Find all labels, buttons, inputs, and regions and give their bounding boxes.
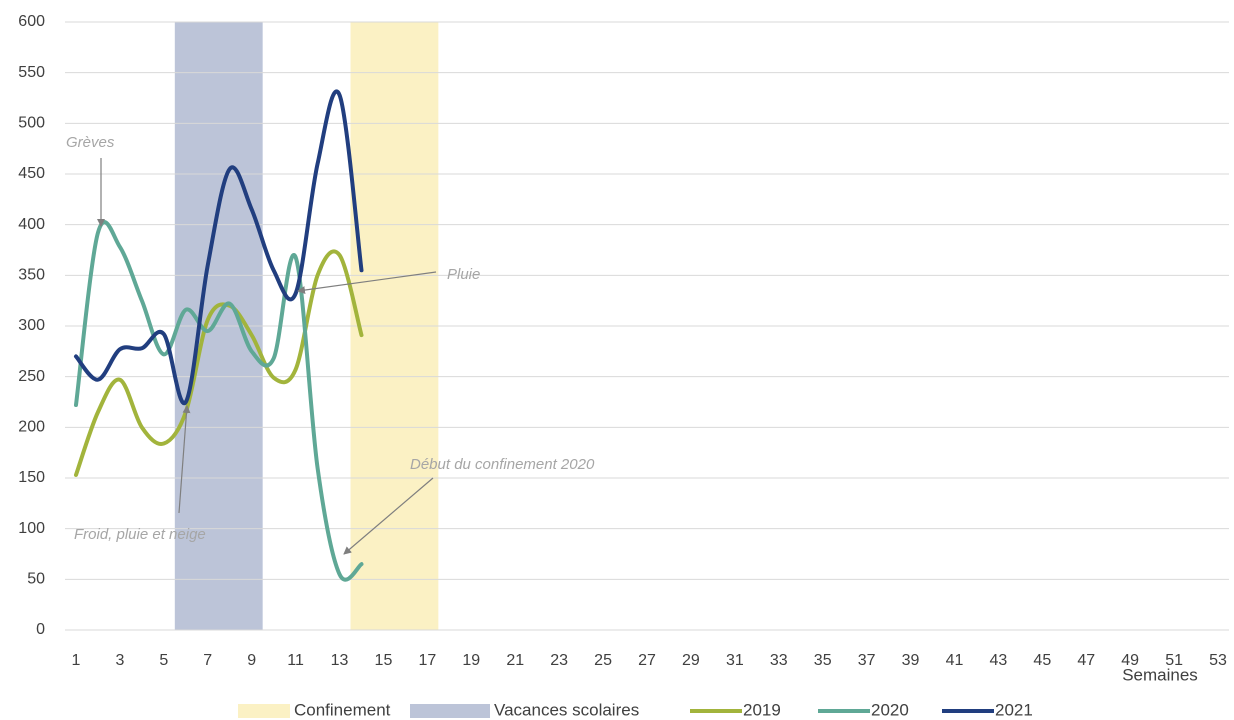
x-tick-label: 15 bbox=[375, 652, 393, 669]
y-tick-label: 450 bbox=[18, 165, 45, 182]
y-tick-label: 400 bbox=[18, 216, 45, 233]
x-tick-label: 45 bbox=[1033, 652, 1051, 669]
x-tick-label: 17 bbox=[418, 652, 436, 669]
x-tick-label: 35 bbox=[814, 652, 832, 669]
y-tick-label: 150 bbox=[18, 469, 45, 486]
annotation: Pluie bbox=[447, 266, 480, 283]
y-tick-label: 250 bbox=[18, 368, 45, 385]
legend-label: Confinement bbox=[294, 700, 391, 719]
y-tick-label: 550 bbox=[18, 64, 45, 81]
x-tick-label: 19 bbox=[462, 652, 480, 669]
y-tick-label: 300 bbox=[18, 317, 45, 334]
x-tick-label: 25 bbox=[594, 652, 612, 669]
y-tick-label: 600 bbox=[18, 13, 45, 30]
annotation: Froid, pluie et neige bbox=[74, 526, 206, 543]
legend-label: 2019 bbox=[743, 700, 781, 719]
y-tick-label: 500 bbox=[18, 115, 45, 132]
annotation: Début du confinement 2020 bbox=[410, 456, 595, 473]
x-tick-label: 33 bbox=[770, 652, 788, 669]
x-tick-label: 13 bbox=[331, 652, 349, 669]
x-tick-label: 31 bbox=[726, 652, 744, 669]
annotation: Grèves bbox=[66, 134, 115, 151]
x-tick-label: 21 bbox=[506, 652, 524, 669]
x-tick-label: 29 bbox=[682, 652, 700, 669]
x-tick-label: 51 bbox=[1165, 652, 1183, 669]
legend-label: 2020 bbox=[871, 700, 909, 719]
x-tick-label: 49 bbox=[1121, 652, 1139, 669]
x-tick-label: 27 bbox=[638, 652, 656, 669]
x-axis-label: Semaines bbox=[1122, 665, 1198, 684]
annotation-arrow bbox=[343, 477, 434, 555]
x-tick-label: 11 bbox=[287, 652, 304, 669]
series-line bbox=[73, 89, 364, 406]
y-tick-label: 100 bbox=[18, 520, 45, 537]
legend-label: Vacances scolaires bbox=[494, 700, 639, 719]
y-tick-label: 0 bbox=[36, 621, 45, 638]
x-tick-label: 1 bbox=[72, 652, 81, 669]
series-line bbox=[73, 220, 364, 582]
x-tick-label: 41 bbox=[946, 652, 964, 669]
x-tick-label: 9 bbox=[247, 652, 256, 669]
annotation-arrow bbox=[178, 405, 191, 514]
y-tick-label: 50 bbox=[27, 571, 45, 588]
legend-swatch bbox=[238, 704, 290, 718]
x-tick-label: 47 bbox=[1077, 652, 1095, 669]
x-tick-label: 37 bbox=[858, 652, 876, 669]
x-tick-label: 23 bbox=[550, 652, 568, 669]
legend-swatch bbox=[410, 704, 490, 718]
x-tick-label: 3 bbox=[115, 652, 124, 669]
x-tick-label: 7 bbox=[203, 652, 212, 669]
x-tick-label: 39 bbox=[902, 652, 920, 669]
series-line bbox=[73, 249, 364, 477]
y-tick-label: 200 bbox=[18, 419, 45, 436]
legend-label: 2021 bbox=[995, 700, 1033, 719]
y-tick-label: 350 bbox=[18, 267, 45, 284]
x-tick-label: 43 bbox=[989, 652, 1007, 669]
annotation-arrow bbox=[297, 271, 437, 295]
x-tick-label: 53 bbox=[1209, 652, 1227, 669]
x-tick-label: 5 bbox=[159, 652, 168, 669]
